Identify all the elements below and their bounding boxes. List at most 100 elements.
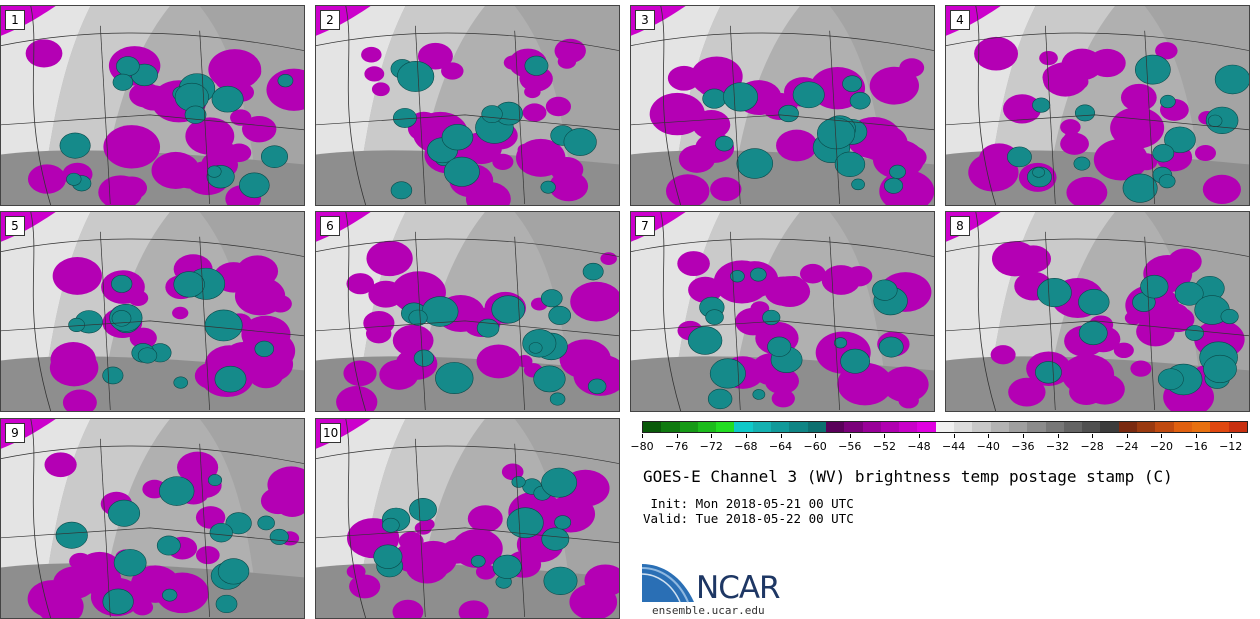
member-number: 1 — [5, 10, 25, 30]
colorbar-tick-label: −12 — [1219, 440, 1243, 453]
member-number: 8 — [950, 216, 970, 236]
colorbar-segment — [935, 422, 955, 432]
colorbar-tick — [815, 434, 817, 438]
init-time: Init: Mon 2018-05-21 00 UTC — [643, 496, 854, 511]
member-panel: 6 — [315, 211, 620, 412]
colorbar-tick-label: −28 — [1080, 440, 1104, 453]
colorbar-tick — [1161, 434, 1163, 438]
colorbar-tick-label: −40 — [976, 440, 1000, 453]
member-panel: 1 — [0, 5, 305, 206]
colorbar-segment — [679, 422, 698, 432]
colorbar-tick — [849, 434, 851, 438]
member-panel: 7 — [630, 211, 935, 412]
member-panel: 9 — [0, 418, 305, 619]
colorbar-segment — [825, 422, 845, 432]
member-panel: 5 — [0, 211, 305, 412]
figure-title: GOES-E Channel 3 (WV) brightness temp po… — [643, 467, 1173, 486]
colorbar-segment — [1082, 422, 1101, 432]
colorbar-tick-label: −80 — [630, 440, 654, 453]
colorbar-segment — [697, 422, 717, 432]
colorbar-tick — [1022, 434, 1024, 438]
colorbar-tick-label: −64 — [768, 440, 793, 453]
satellite-map — [316, 419, 619, 618]
member-number: 6 — [320, 216, 340, 236]
satellite-map — [1, 212, 304, 411]
colorbar-tick — [1230, 434, 1232, 438]
colorbar-segment — [954, 422, 973, 432]
valid-time: Valid: Tue 2018-05-22 00 UTC — [643, 511, 854, 526]
member-panel: 3 — [630, 5, 935, 206]
member-number: 9 — [5, 423, 25, 443]
colorbar-tick — [1196, 434, 1198, 438]
colorbar-segment — [990, 422, 1009, 432]
colorbar-tick-label: −16 — [1184, 440, 1208, 453]
member-number: 2 — [320, 10, 340, 30]
colorbar-segment — [899, 422, 918, 432]
colorbar-tick — [988, 434, 990, 438]
website-url: ensemble.ucar.edu — [652, 604, 765, 617]
member-panel: 10 — [315, 418, 620, 619]
colorbar-segment — [1063, 422, 1083, 432]
colorbar-segment — [716, 422, 735, 432]
colorbar-segment — [880, 422, 900, 432]
colorbar-segment — [917, 422, 936, 432]
satellite-map — [946, 212, 1249, 411]
colorbar-segment — [1118, 422, 1138, 432]
colorbar-tick-label: −76 — [665, 440, 689, 453]
colorbar-tick — [953, 434, 955, 438]
colorbar-tick-label: −32 — [1045, 440, 1070, 453]
colorbar-tick — [745, 434, 747, 438]
colorbar-tick — [1057, 434, 1059, 438]
colorbar-segment — [972, 422, 991, 432]
colorbar-tick — [1092, 434, 1094, 438]
satellite-map — [631, 212, 934, 411]
colorbar-segment — [752, 422, 772, 432]
colorbar-tick-label: −68 — [734, 440, 758, 453]
colorbar-tick-label: −20 — [1149, 440, 1174, 453]
colorbar-tick-label: −48 — [907, 440, 931, 453]
colorbar-segment — [661, 422, 680, 432]
colorbar-tick-label: −24 — [1115, 440, 1139, 453]
ncar-logo-icon — [642, 564, 694, 603]
colorbar-tick-label: −52 — [872, 440, 896, 453]
colorbar-segment — [844, 422, 863, 432]
satellite-map — [1, 419, 304, 618]
member-number: 10 — [320, 423, 342, 443]
colorbar-segment — [643, 422, 662, 432]
colorbar-tick-label: −60 — [803, 440, 827, 453]
colorbar — [642, 421, 1248, 433]
ncar-logo-text: NCAR — [696, 570, 781, 606]
member-number: 7 — [635, 216, 655, 236]
member-number: 3 — [635, 10, 655, 30]
colorbar-segment — [1228, 422, 1247, 432]
colorbar-segment — [1191, 422, 1211, 432]
satellite-map — [631, 6, 934, 205]
colorbar-ticks: −80 −76 −72 −68 −64 −60 −56 −52 −48 −44 −40 −36 −32−… — [630, 434, 1248, 453]
colorbar-tick-label: −72 — [699, 440, 723, 453]
colorbar-segment — [1137, 422, 1156, 432]
colorbar-segment — [1100, 422, 1119, 432]
member-panel: 2 — [315, 5, 620, 206]
colorbar-tick-label: −56 — [838, 440, 862, 453]
colorbar-segment — [1045, 422, 1064, 432]
colorbar-segment — [789, 422, 808, 432]
colorbar-segment — [1173, 422, 1192, 432]
colorbar-tick-label: −36 — [1011, 440, 1035, 453]
colorbar-segment — [807, 422, 826, 432]
colorbar-segment — [734, 422, 753, 432]
colorbar-segment — [1027, 422, 1046, 432]
colorbar-segment — [862, 422, 881, 432]
colorbar-segment — [1008, 422, 1028, 432]
colorbar-tick-label: −44 — [942, 440, 966, 453]
colorbar-tick — [919, 434, 921, 438]
colorbar-tick — [884, 434, 886, 438]
satellite-map — [1, 6, 304, 205]
colorbar-tick — [780, 434, 782, 438]
colorbar-tick — [642, 434, 643, 438]
member-panel: 8 — [945, 211, 1250, 412]
satellite-map — [316, 6, 619, 205]
colorbar-tick — [711, 434, 713, 438]
colorbar-segment — [771, 422, 790, 432]
colorbar-segment — [1155, 422, 1174, 432]
colorbar-tick — [1126, 434, 1128, 438]
